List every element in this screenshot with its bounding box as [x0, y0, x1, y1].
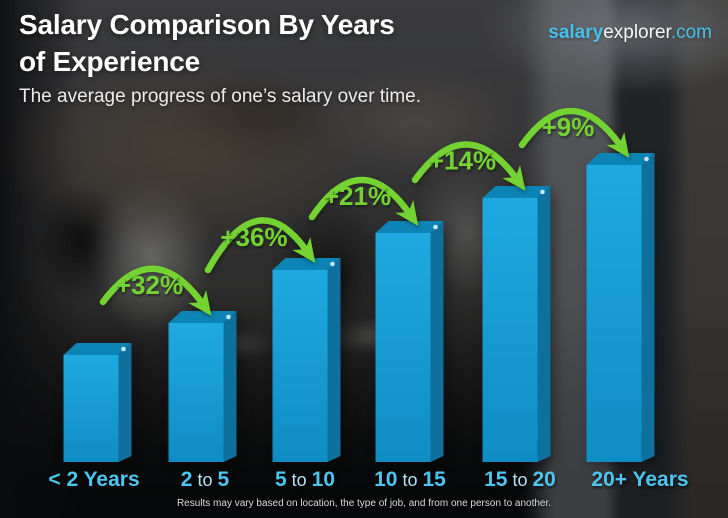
- bar-3: [272, 258, 341, 462]
- title-line-1: Salary Comparison By Years: [19, 9, 395, 40]
- bar-top-highlight-dot: [433, 224, 438, 230]
- bar-top-highlight-dot: [644, 156, 649, 162]
- increase-label-5: +9%: [542, 112, 595, 142]
- bar-2: [168, 311, 237, 462]
- increase-arrow-5: +9%: [518, 107, 630, 158]
- bar-4: [375, 221, 444, 462]
- subtitle: The average progress of one’s salary ove…: [19, 86, 422, 107]
- increase-arrow-4: +14%: [411, 141, 526, 191]
- bar-top-highlight-dot: [330, 261, 335, 267]
- page-title: Salary Comparison By Years of Experience: [19, 6, 421, 80]
- increase-label-2: +36%: [220, 222, 287, 252]
- brand-logo: salaryexplorer.com: [548, 22, 712, 44]
- disclaimer: Results may vary based on location, the …: [176, 498, 552, 509]
- increase-label-3: +21%: [324, 181, 391, 211]
- increase-arrow-2: +36%: [204, 217, 316, 274]
- increase-label-1: +32%: [116, 270, 183, 300]
- header: Salary Comparison By Years of Experience…: [19, 6, 421, 108]
- title-line-2: of Experience: [19, 46, 201, 77]
- bar-1: [63, 343, 132, 462]
- bar-top-highlight-dot: [121, 346, 126, 352]
- bar-top-highlight-dot: [540, 189, 545, 195]
- brand-explorer: explorer: [603, 22, 671, 43]
- increase-arrow-1: +32%: [99, 265, 212, 316]
- increase-label-4: +14%: [429, 146, 496, 176]
- brand-salary: salary: [548, 22, 604, 43]
- bar-5: [482, 186, 551, 462]
- increase-arrow-3: +21%: [308, 176, 419, 227]
- bar-top-highlight-dot: [226, 314, 231, 320]
- brand-dotcom: .com: [670, 22, 712, 43]
- bar-6: [586, 153, 655, 462]
